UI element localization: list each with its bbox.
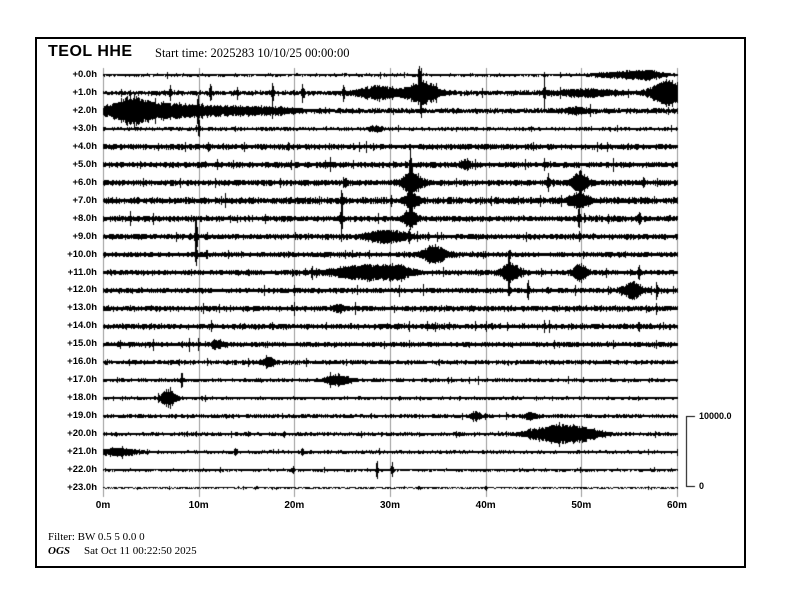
x-tick-label: 40m: [475, 500, 496, 511]
hour-label: +17.0h: [67, 374, 97, 386]
hour-label: +20.0h: [67, 428, 97, 440]
filter-label: Filter: BW 0.5 5 0.0 0: [48, 531, 145, 543]
generated-timestamp: Sat Oct 11 00:22:50 2025: [84, 545, 197, 557]
hour-label: +23.0h: [67, 482, 97, 493]
scale-min-label: 0: [699, 481, 705, 491]
hour-label: +18.0h: [67, 392, 97, 404]
hour-label: +13.0h: [67, 302, 97, 314]
hour-label: +14.0h: [67, 320, 97, 332]
hour-label: +10.0h: [67, 248, 97, 260]
hour-label: +7.0h: [72, 194, 97, 206]
hour-label: +0.0h: [72, 69, 97, 80]
credit-line: OGS Sat Oct 11 00:22:50 2025: [48, 545, 197, 557]
hour-label: +2.0h: [72, 104, 97, 116]
x-tick-label: 0m: [95, 500, 111, 511]
hour-label: +12.0h: [67, 284, 97, 296]
hour-label: +8.0h: [72, 212, 97, 224]
hour-label: +9.0h: [72, 230, 97, 242]
hour-label: +3.0h: [72, 122, 97, 134]
hour-label: +15.0h: [67, 338, 97, 350]
hour-label: +16.0h: [67, 356, 97, 368]
hour-label: +5.0h: [72, 158, 97, 170]
x-tick-label: 60m: [666, 500, 687, 511]
hour-label: +11.0h: [67, 266, 97, 278]
hour-label: +21.0h: [67, 446, 97, 458]
scale-max-label: 10000.0: [699, 411, 732, 421]
hour-label: +19.0h: [67, 410, 97, 422]
hour-label: +1.0h: [72, 86, 97, 98]
start-time-label: Start time: 2025283 10/10/25 00:00:00: [155, 46, 350, 60]
x-tick-label: 20m: [284, 500, 305, 511]
hour-label: +4.0h: [72, 140, 97, 152]
x-tick-label: 50m: [571, 500, 592, 511]
x-tick-label: 10m: [188, 500, 209, 511]
x-tick-label: 30m: [379, 500, 400, 511]
hour-label: +22.0h: [67, 464, 97, 476]
hour-label: +6.0h: [72, 176, 97, 188]
station-title: TEOL HHE: [48, 43, 133, 60]
agency-label: OGS: [48, 545, 71, 557]
